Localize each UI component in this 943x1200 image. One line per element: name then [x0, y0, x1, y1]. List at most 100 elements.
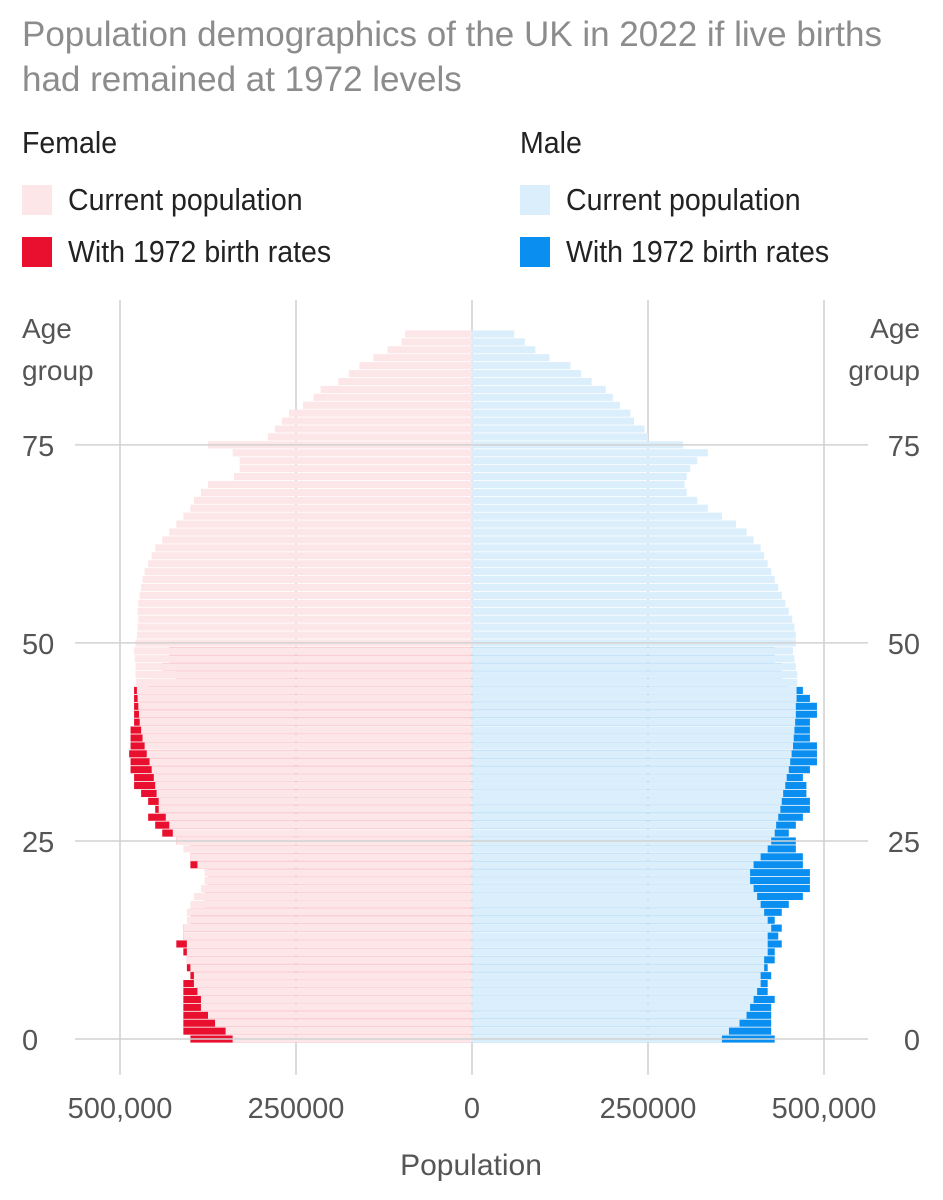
bar-male-current [472, 686, 797, 695]
bar-female-current [193, 892, 473, 900]
bar-female-current [183, 924, 473, 932]
legend-label-male-current: Current population [566, 182, 801, 217]
bar-female-current [193, 980, 473, 988]
bar-female-current [142, 575, 472, 584]
bar-male-current [472, 797, 782, 805]
bar-male-current [472, 678, 798, 687]
bar-male-current [472, 884, 754, 893]
bar-male-current [472, 987, 758, 996]
bar-female-current [136, 631, 472, 639]
bar-male-current [472, 409, 631, 417]
bar-male-current [472, 370, 582, 378]
bar-female-current [183, 932, 473, 940]
bar-female-current [303, 401, 472, 409]
bar-male-current [472, 813, 779, 821]
bar-male-current [472, 726, 795, 734]
bar-female-current [138, 702, 472, 710]
bar-female-current [183, 512, 473, 520]
legend-swatch-male-1972 [520, 237, 550, 267]
bar-male-current [472, 789, 784, 798]
bar-female-current [165, 813, 472, 821]
bar-male-current [472, 750, 792, 758]
bar-female-current [190, 900, 472, 908]
bar-male-current [472, 671, 798, 679]
y-tick-label-left: 0 [22, 1025, 38, 1057]
bar-male-current [472, 1003, 751, 1011]
bar-female-current [200, 884, 472, 893]
legend-swatch-male-current [520, 185, 550, 215]
bar-male-current [472, 845, 768, 853]
bar-female-current [186, 908, 472, 916]
bar-female-current [200, 1003, 472, 1011]
bar-male-current [472, 607, 789, 615]
bar-male-current [472, 615, 793, 623]
bar-female-current [135, 663, 472, 671]
bar-female-current [288, 409, 472, 417]
bar-male-current [472, 330, 515, 338]
bar-female-current [141, 726, 472, 734]
bar-male-current [472, 821, 777, 829]
bar-male-current [472, 1011, 747, 1019]
bar-male-current [472, 560, 768, 568]
bar-male-current [472, 718, 796, 726]
bar-female-current [338, 377, 472, 386]
legend-item-male-current: Current population [520, 174, 940, 226]
bar-male-current [472, 1027, 729, 1035]
bar-female-current [153, 774, 473, 782]
bar-male-current [472, 520, 736, 528]
y-tick-label-right: 25 [888, 827, 920, 859]
bar-female-current [162, 536, 473, 544]
bar-male-current [472, 829, 775, 837]
legend-male: Male Current population With 1972 birth … [520, 122, 940, 278]
legend-label-female-1972: With 1972 birth rates [68, 234, 332, 269]
axis-labels: Age group Age group Population 0 0 25 25 50 5… [22, 313, 920, 1182]
bar-female-current [232, 449, 472, 457]
bar-male-current [472, 781, 786, 790]
bar-female-current [281, 417, 472, 425]
x-tick-label: 250000 [600, 1093, 697, 1125]
legend-label-female-current: Current population [68, 182, 303, 217]
legend-label-male-1972: With 1972 birth rates [566, 234, 830, 269]
bar-male-current [472, 631, 796, 639]
bar-female-current [186, 956, 472, 964]
legend-swatch-female-current [22, 185, 52, 215]
bar-male-current [472, 702, 796, 710]
bar-female-current [139, 718, 472, 726]
bar-male-current [472, 663, 796, 671]
bar-male-current [472, 710, 796, 718]
bar-male-current [472, 972, 761, 980]
bar-male-current [472, 869, 751, 877]
bar-female-current [208, 480, 472, 489]
legend-female: Female Current population With 1972 birt… [22, 122, 442, 278]
age-gridlines [75, 444, 868, 1040]
bar-male-current [472, 655, 795, 663]
bar-female-current [401, 338, 472, 346]
bar-male-current [472, 568, 772, 576]
bar-female-current [313, 393, 472, 401]
x-axis-title: Population [400, 1149, 542, 1182]
bar-female-current [208, 1011, 472, 1019]
y-tick-label-right: 75 [888, 431, 920, 463]
bar-male-current [472, 338, 525, 346]
y-axis-title-left-line2: group [22, 355, 94, 386]
bar-male-current [472, 900, 761, 908]
y-tick-label-left: 50 [22, 629, 54, 661]
bar-male-current [472, 995, 754, 1003]
bar-female-current [139, 591, 472, 599]
bar-male-current [472, 956, 765, 964]
bar-male-current [472, 805, 781, 813]
bar-female-current [134, 655, 472, 663]
bar-female-current [348, 370, 472, 378]
bar-female-current [197, 987, 472, 996]
bar-female-current [138, 615, 472, 623]
legend-female-heading: Female [22, 125, 118, 160]
bar-male-current [472, 766, 789, 774]
bar-female-current [190, 964, 472, 972]
bar-male-current [472, 964, 765, 972]
bar-male-current [472, 465, 691, 473]
bar-female-current [274, 425, 472, 433]
bar-male-current [472, 346, 536, 354]
bar-male-current [472, 623, 795, 631]
bar-female-current [176, 520, 472, 528]
bar-female-current [136, 686, 472, 695]
